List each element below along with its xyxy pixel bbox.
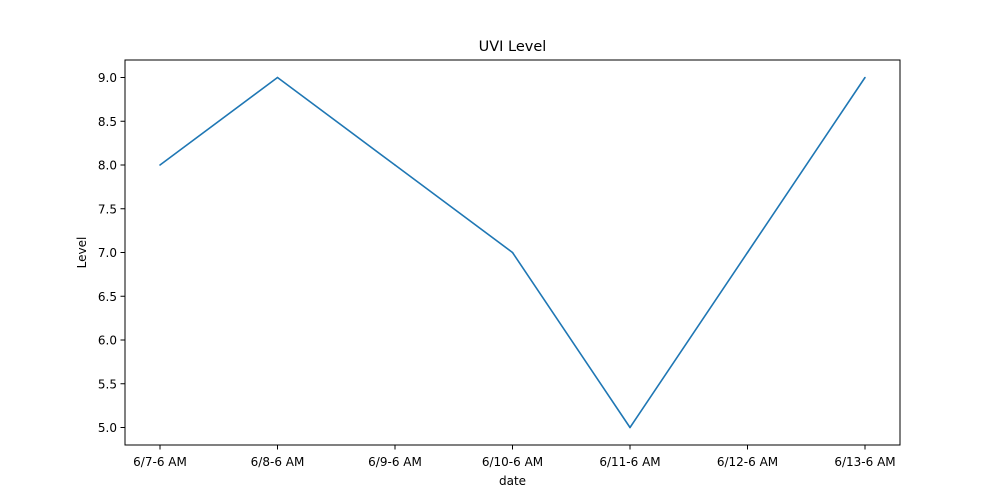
x-tick-label: 6/12-6 AM <box>717 455 778 469</box>
y-tick-label: 8.0 <box>98 159 117 173</box>
data-point <box>511 251 514 254</box>
y-tick-label: 6.0 <box>98 334 117 348</box>
data-point <box>394 164 396 166</box>
data-point <box>864 76 866 79</box>
x-tick-label: 6/10-6 AM <box>482 455 543 469</box>
y-tick-label: 9.0 <box>98 71 117 85</box>
y-tick-label: 7.0 <box>98 246 117 260</box>
x-tick-label: 6/7-6 AM <box>133 455 187 469</box>
y-tick-label: 5.5 <box>98 377 117 391</box>
data-point <box>276 76 279 79</box>
y-axis-title: Level <box>75 237 89 269</box>
y-tick-label: 8.5 <box>98 115 117 129</box>
x-tick-label: 6/8-6 AM <box>251 455 305 469</box>
x-tick-label: 6/9-6 AM <box>368 455 422 469</box>
y-tick-label: 6.5 <box>98 290 117 304</box>
data-point <box>629 426 631 429</box>
y-tick-label: 5.0 <box>98 421 117 435</box>
data-point <box>159 164 161 166</box>
series-layer <box>159 76 866 429</box>
y-axis: 5.0 5.5 6.0 6.5 7.0 7.5 8.0 8.5 9.0 <box>98 71 125 435</box>
x-tick-label: 6/13-6 AM <box>834 455 895 469</box>
data-point <box>746 251 749 254</box>
x-axis: 6/7-6 AM 6/8-6 AM 6/9-6 AM 6/10-6 AM 6/11-6 … <box>133 445 896 469</box>
x-axis-title: date <box>499 474 526 488</box>
chart-title: UVI Level <box>479 39 547 55</box>
y-tick-label: 7.5 <box>98 202 117 216</box>
x-tick-label: 6/11-6 AM <box>599 455 660 469</box>
